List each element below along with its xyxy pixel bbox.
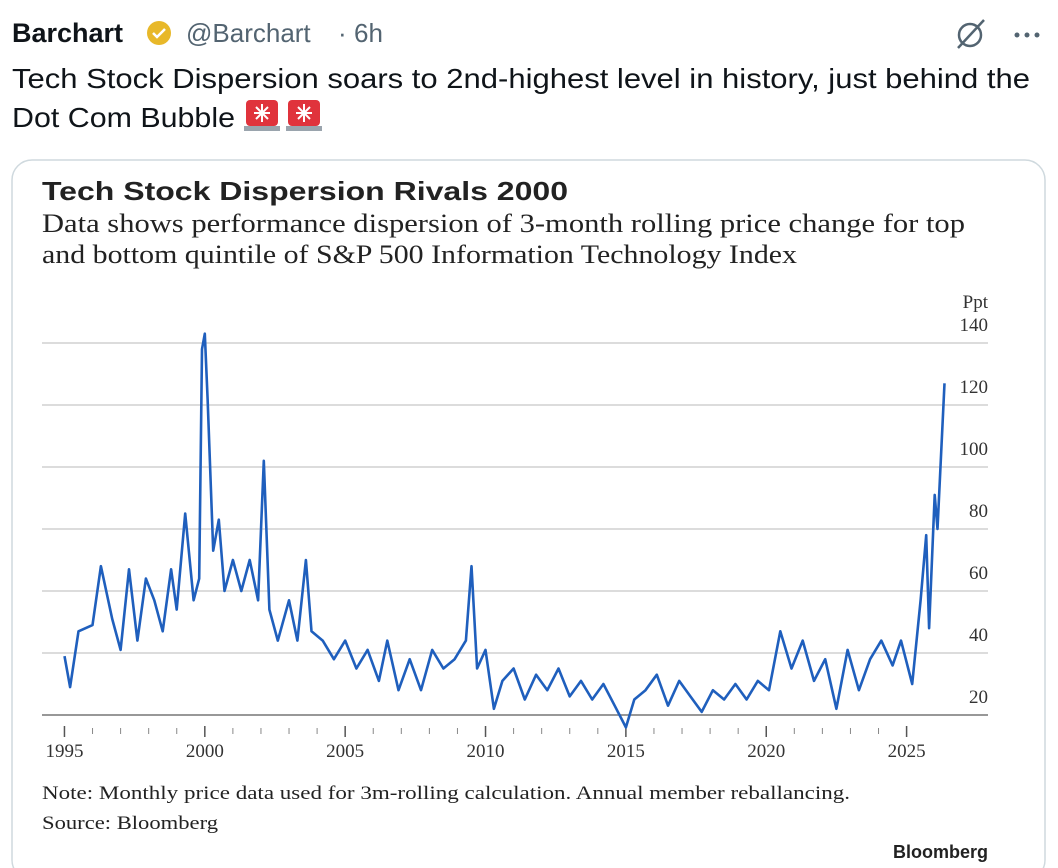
chart-subtitle: Data shows performance dispersion of 3-m… bbox=[42, 209, 965, 238]
chart-note: Note: Monthly price data used for 3m-rol… bbox=[42, 783, 850, 804]
siren-emoji bbox=[244, 100, 322, 131]
y-tick-label: 140 bbox=[960, 315, 989, 336]
y-unit-label: Ppt bbox=[963, 292, 989, 313]
tweet-text: Dot Com Bubble bbox=[12, 102, 235, 133]
y-tick-label: 20 bbox=[969, 687, 988, 708]
data-line bbox=[63, 332, 946, 729]
separator: · bbox=[338, 18, 347, 48]
x-tick-label: 1995 bbox=[45, 741, 83, 762]
author[interactable]: Barchart bbox=[12, 18, 123, 48]
grok-icon[interactable] bbox=[957, 19, 985, 49]
more-icon[interactable] bbox=[1014, 32, 1040, 38]
y-tick-label: 100 bbox=[960, 439, 989, 460]
y-tick-label: 40 bbox=[969, 625, 988, 646]
handle[interactable]: @Barchart bbox=[186, 18, 311, 48]
time[interactable]: 6h bbox=[354, 18, 383, 48]
x-tick-label: 2020 bbox=[747, 741, 785, 762]
brand: Bloomberg bbox=[893, 842, 988, 862]
x-tick-label: 2025 bbox=[888, 741, 926, 762]
chart-subtitle: and bottom quintile of S&P 500 Informati… bbox=[42, 240, 797, 269]
y-tick-label: 60 bbox=[969, 563, 988, 584]
y-tick-label: 80 bbox=[969, 501, 988, 522]
media-card[interactable] bbox=[11, 159, 1046, 868]
y-tick-label: 120 bbox=[960, 377, 989, 398]
x-tick-label: 2015 bbox=[607, 741, 645, 762]
plot: 20 40 60 80 100 120 140 1995 2000 2005 2010 2015 202… bbox=[42, 315, 988, 762]
x-tick-label: 2000 bbox=[186, 741, 224, 762]
x-tick-label: 2010 bbox=[467, 741, 505, 762]
verified-badge bbox=[147, 21, 171, 45]
tweet-text: Tech Stock Dispersion soars to 2nd-highe… bbox=[12, 63, 1030, 94]
chart-title: Tech Stock Dispersion Rivals 2000 bbox=[42, 176, 568, 206]
x-tick-label: 2005 bbox=[326, 741, 364, 762]
chart-source: Source: Bloomberg bbox=[42, 813, 219, 834]
